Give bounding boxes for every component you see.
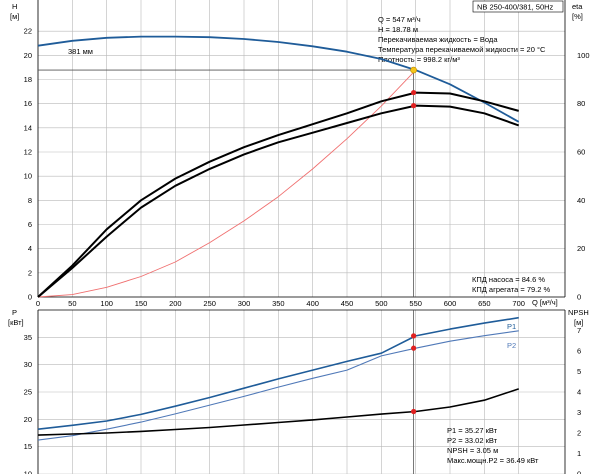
npsh-curve-line	[37, 388, 519, 436]
bottom-y-left-label: P	[12, 308, 17, 317]
top-x-tick-label: 350	[272, 299, 285, 308]
top-info-block: Q = 547 м³/ч H = 18.78 м Перекачиваемая …	[378, 15, 546, 64]
top-chart-plot	[37, 35, 520, 298]
top-y-right-tick-label: 40	[577, 196, 585, 205]
bottom-y-right-tick-label: 1	[577, 449, 581, 458]
top-y-left-tick-label: 12	[24, 148, 32, 157]
top-x-tick-label: 50	[68, 299, 76, 308]
info-max-power: Макс.мощн.P2 = 36.49 кВт	[447, 456, 539, 465]
top-y-left-tick-label: 8	[28, 196, 32, 205]
top-y-left-tick-label: 14	[24, 123, 32, 132]
duty-point-npsh-marker	[411, 408, 417, 415]
top-x-tick-label: 0	[36, 299, 40, 308]
top-y-left-tick-label: 4	[28, 244, 32, 253]
bottom-y-left-tick-label: 30	[24, 360, 32, 369]
bottom-y-left-unit: [кВт]	[8, 318, 24, 327]
top-y-right-tick-label: 100	[577, 51, 590, 60]
top-x-tick-label: 150	[135, 299, 148, 308]
top-x-unit: Q [м³/ч]	[532, 298, 558, 307]
info-eta-unit: КПД агрегата = 79.2 %	[472, 285, 550, 294]
top-x-tick-label: 400	[306, 299, 319, 308]
eta-pump-series-line	[37, 91, 519, 298]
duty-point-p1-marker	[411, 333, 417, 339]
top-y-left-tick-label: 0	[28, 293, 32, 302]
top-x-tick-label: 550	[409, 299, 422, 308]
bottom-y-left-tick-label: 20	[24, 415, 32, 424]
top-y-right-unit: [%]	[572, 12, 583, 21]
eta-unit-series-line	[37, 104, 520, 298]
bottom-y-right-tick-label: 3	[577, 408, 581, 417]
bottom-y-right-tick-label: 5	[577, 367, 581, 376]
top-x-tick-label: 600	[444, 299, 457, 308]
top-x-tick-label: 700	[512, 299, 525, 308]
efficiency-info-block: КПД насоса = 84.6 % КПД агрегата = 79.2 …	[472, 275, 550, 294]
top-y-left-label: H	[12, 2, 17, 11]
info-p2: P2 = 33.02 кВт	[447, 436, 498, 445]
bottom-y-left-tick-label: 35	[24, 333, 32, 342]
info-p1: P1 = 35.27 кВт	[447, 426, 498, 435]
top-y-right-tick-label: 20	[577, 244, 585, 253]
duty-point-eta-unit-marker	[411, 103, 417, 109]
impeller-diameter-label: 381 мм	[68, 47, 93, 56]
system-curve-line	[37, 69, 417, 298]
top-y-right-tick-label: 60	[577, 148, 585, 157]
bottom-y-right-tick-label: 6	[577, 347, 581, 356]
top-y-left-tick-label: 2	[28, 268, 32, 277]
bottom-chart-plot	[37, 310, 519, 474]
top-x-tick-label: 300	[238, 299, 251, 308]
duty-point-p2-marker	[411, 345, 417, 351]
info-liquid: Перекачиваемая жидкость = Вода	[378, 35, 498, 44]
info-density: Плотность = 998.2 кг/м³	[378, 55, 460, 64]
bottom-y-right-tick-label: 2	[577, 429, 581, 438]
top-y-right-label: eta	[572, 2, 583, 11]
bottom-y-right-tick-label: 7	[577, 326, 581, 335]
top-y-left-unit: [м]	[10, 12, 19, 21]
p2-series-label: P2	[507, 341, 516, 350]
title-box	[472, 0, 564, 13]
top-y-left-tick-label: 16	[24, 99, 32, 108]
top-x-tick-label: 250	[203, 299, 216, 308]
p1-series-label: P1	[507, 322, 516, 331]
info-eta-pump: КПД насоса = 84.6 %	[472, 275, 545, 284]
info-q: Q = 547 м³/ч	[378, 15, 421, 24]
top-chart-grid: 0 50 100 150 200 250 300 350 400 450 500 550 600 650 7…	[24, 0, 590, 308]
top-x-tick-label: 200	[169, 299, 182, 308]
info-npsh: NPSH = 3.05 м	[447, 446, 498, 455]
bottom-y-left-tick-label: 15	[24, 442, 32, 451]
title-box-text: NB 250-400/381, 50Hz	[477, 3, 554, 12]
bottom-y-right-tick-label: 0	[577, 470, 581, 474]
bottom-y-right-label: NPSH	[568, 308, 589, 317]
power-p2-p2-line	[37, 330, 519, 441]
power-p1-p1-line	[37, 316, 519, 430]
bottom-y-left-tick-label: 25	[24, 388, 32, 397]
top-x-tick-label: 500	[375, 299, 388, 308]
bottom-chart-grid: 10 15 20 25 30 35 0 1 2 3 4 5 6 7	[24, 309, 581, 474]
top-y-left-tick-label: 6	[28, 220, 32, 229]
top-y-right-tick-label: 0	[577, 293, 581, 302]
top-x-tick-label: 450	[341, 299, 354, 308]
info-h: H = 18.78 м	[378, 25, 418, 34]
top-x-tick-label: 100	[100, 299, 113, 308]
top-y-left-tick-label: 22	[24, 27, 32, 36]
duty-point-eta-pump-marker	[411, 89, 417, 96]
info-temperature: Температура перекачиваемой жидкости = 20…	[378, 45, 546, 54]
bottom-y-right-unit: [м]	[574, 318, 583, 327]
top-y-right-tick-label: 80	[577, 99, 585, 108]
top-y-left-tick-label: 18	[24, 75, 32, 84]
top-y-left-tick-label: 10	[24, 172, 32, 181]
duty-point-head-marker	[410, 66, 417, 74]
bottom-y-right-tick-label: 4	[577, 388, 581, 397]
top-y-left-tick-label: 20	[24, 51, 32, 60]
bottom-y-left-tick-label: 10	[24, 470, 32, 474]
power-info-block: P1 = 35.27 кВт P2 = 33.02 кВт NPSH = 3.0…	[447, 426, 539, 465]
top-x-tick-label: 650	[478, 299, 491, 308]
head-381-line	[37, 35, 520, 123]
